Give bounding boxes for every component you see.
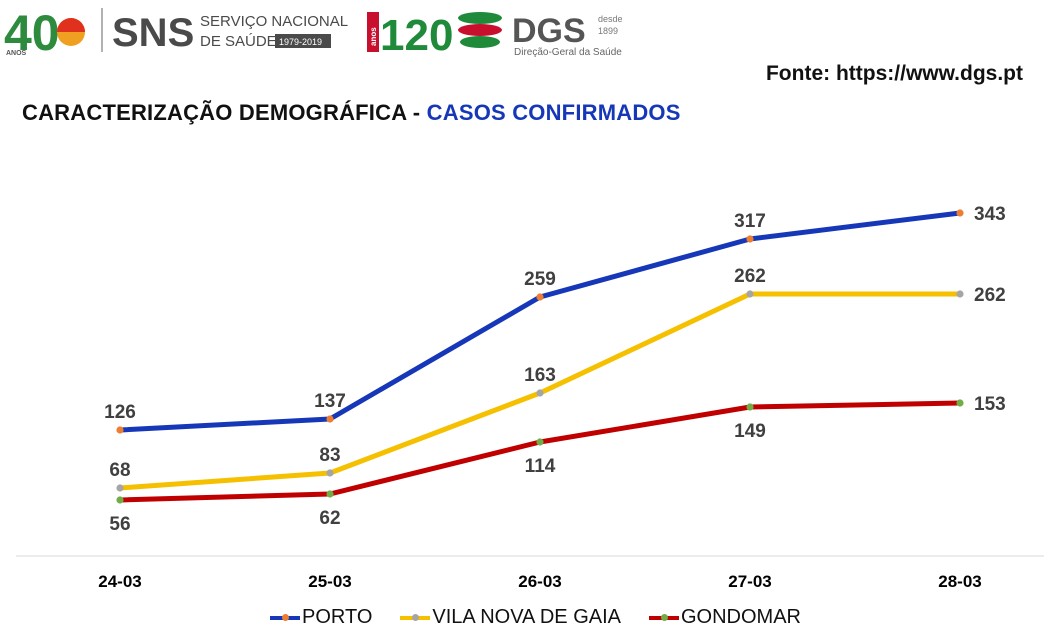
data-label-gondomar-1: 62 <box>319 508 340 529</box>
x-tick-label-2: 26-03 <box>518 572 561 591</box>
legend-label-gondomar: GONDOMAR <box>680 606 801 628</box>
sns-line1: SERVIÇO NACIONAL <box>200 13 348 30</box>
legend-swatch-vila-nova-de-gaia <box>400 613 431 621</box>
chart-title: CARACTERIZAÇÃO DEMOGRÁFICA - CASOS CONFI… <box>22 100 681 126</box>
legend: PORTO VILA NOVA DE GAIA GONDOMAR <box>270 606 801 629</box>
x-tick-label-0: 24-03 <box>98 572 141 591</box>
x-tick-label-3: 27-03 <box>728 572 771 591</box>
sns-40-logo: 40 ANOS <box>4 5 85 60</box>
sns-years: 1979-2019 <box>279 37 322 47</box>
data-point-porto-0 <box>116 426 124 434</box>
dgs-shield-icon <box>458 12 502 48</box>
data-label-porto-4: 343 <box>974 204 1006 225</box>
data-label-vila-nova-de-gaia-3: 262 <box>734 266 766 287</box>
data-label-porto-3: 317 <box>734 211 766 232</box>
source-caption: Fonte: https://www.dgs.pt <box>765 62 1023 85</box>
legend-swatch-porto <box>270 613 300 621</box>
legend-label-vila-nova-de-gaia: VILA NOVA DE GAIA <box>432 606 621 628</box>
dgs-120-logo: anos 120 <box>367 11 453 60</box>
data-label-vila-nova-de-gaia-0: 68 <box>109 460 130 481</box>
sns-logo: SNS SERVIÇO NACIONAL DE SAÚDE 1979-2019 <box>112 11 348 55</box>
data-point-porto-1 <box>326 415 334 423</box>
data-label-gondomar-0: 56 <box>109 514 130 535</box>
legend-item-porto: PORTO <box>270 606 372 629</box>
data-point-vila-nova-de-gaia-4 <box>956 290 964 298</box>
dgs-full: Direção-Geral da Saúde <box>514 47 622 58</box>
sns-name: SNS <box>112 11 194 55</box>
legend-swatch-gondomar <box>648 613 679 621</box>
title-prefix: CARACTERIZAÇÃO DEMOGRÁFICA - <box>22 100 427 125</box>
data-point-gondomar-3 <box>746 403 754 411</box>
data-label-porto-1: 137 <box>314 391 346 412</box>
dgs-anniversary: 120 <box>380 11 453 60</box>
logos-header: 40 ANOS SNS SERVIÇO NACIONAL DE SAÚDE 19… <box>4 5 623 60</box>
data-label-vila-nova-de-gaia-4: 262 <box>974 285 1006 306</box>
data-point-gondomar-0 <box>116 496 124 504</box>
series-line-porto <box>117 210 963 433</box>
data-point-porto-2 <box>536 293 544 301</box>
series-line-gondomar <box>117 400 963 503</box>
data-label-gondomar-4: 153 <box>974 394 1006 415</box>
data-point-vila-nova-de-gaia-0 <box>116 484 124 492</box>
data-point-gondomar-4 <box>956 399 964 407</box>
title-highlight: CASOS CONFIRMADOS <box>426 100 681 125</box>
legend-label-porto: PORTO <box>302 606 373 628</box>
data-label-gondomar-2: 114 <box>525 456 556 477</box>
x-tick-label-4: 28-03 <box>938 572 981 591</box>
dgs-name: DGS <box>512 12 586 50</box>
dgs-logo: DGS desde 1899 Direção-Geral da Saúde <box>512 12 623 58</box>
x-tick-label-1: 25-03 <box>308 572 351 591</box>
data-label-gondomar-3: 149 <box>734 421 766 442</box>
dgs-anos: anos <box>369 27 378 46</box>
data-label-vila-nova-de-gaia-1: 83 <box>319 445 340 466</box>
sns-line2: DE SAÚDE <box>200 33 277 50</box>
sns-anos: ANOS <box>6 50 27 57</box>
dgs-desde: desde <box>598 14 623 24</box>
sns-anniversary: 40 <box>4 5 60 60</box>
data-point-vila-nova-de-gaia-3 <box>746 290 754 298</box>
data-point-gondomar-2 <box>536 438 544 446</box>
data-point-porto-3 <box>746 235 754 243</box>
dgs-year: 1899 <box>598 26 618 36</box>
legend-item-gondomar: GONDOMAR <box>648 606 801 629</box>
data-point-gondomar-1 <box>326 490 334 498</box>
data-label-porto-0: 126 <box>104 402 136 423</box>
data-label-porto-2: 259 <box>524 269 556 290</box>
data-label-vila-nova-de-gaia-2: 163 <box>524 365 556 386</box>
legend-item-vila-nova-de-gaia: VILA NOVA DE GAIA <box>400 606 621 629</box>
data-point-porto-4 <box>956 209 964 217</box>
data-point-vila-nova-de-gaia-2 <box>536 389 544 397</box>
data-point-vila-nova-de-gaia-1 <box>326 469 334 477</box>
